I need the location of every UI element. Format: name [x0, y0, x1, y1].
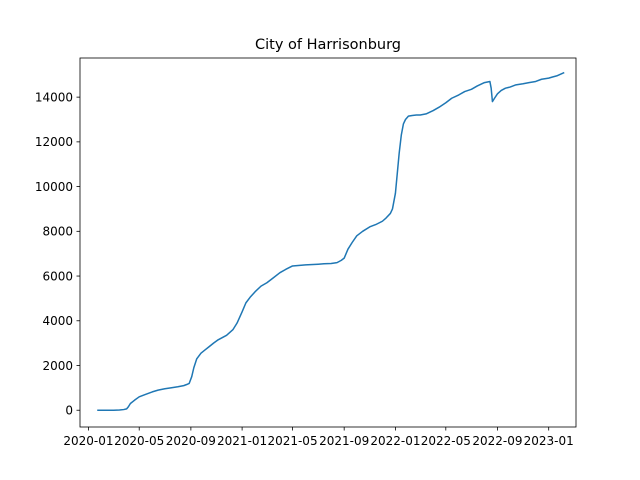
chart-title: City of Harrisonburg — [255, 37, 401, 53]
y-tick-label: 6000 — [42, 269, 73, 283]
x-tick-label: 2022-09 — [472, 434, 522, 448]
x-tick-label: 2023-01 — [524, 434, 574, 448]
y-tick-label: 0 — [65, 404, 73, 418]
x-tick-label: 2020-09 — [166, 434, 216, 448]
y-axis: 0 2000 4000 6000 8000 10000 12000 14000 — [35, 90, 80, 418]
plot-area: 2020-01 2020-05 2020-09 2021-01 2021-05 2021-… — [35, 57, 577, 448]
y-tick-label: 12000 — [35, 135, 73, 149]
y-tick-label: 4000 — [42, 314, 73, 328]
series-layer — [97, 71, 565, 411]
x-tick-label: 2022-01 — [370, 434, 420, 448]
x-tick-label: 2020-01 — [63, 434, 113, 448]
axes-frame — [79, 57, 577, 428]
series-line-0 — [97, 71, 565, 411]
y-tick-label: 14000 — [35, 90, 73, 104]
y-tick-label: 2000 — [42, 359, 73, 373]
x-tick-label: 2021-09 — [319, 434, 369, 448]
y-tick-label: 8000 — [42, 225, 73, 239]
x-tick-label: 2020-05 — [114, 434, 164, 448]
x-tick-label: 2022-05 — [421, 434, 471, 448]
y-tick-label: 10000 — [35, 180, 73, 194]
x-tick-label: 2021-01 — [217, 434, 267, 448]
x-tick-label: 2021-05 — [267, 434, 317, 448]
x-axis: 2020-01 2020-05 2020-09 2021-01 2021-05 2021-… — [63, 427, 574, 448]
